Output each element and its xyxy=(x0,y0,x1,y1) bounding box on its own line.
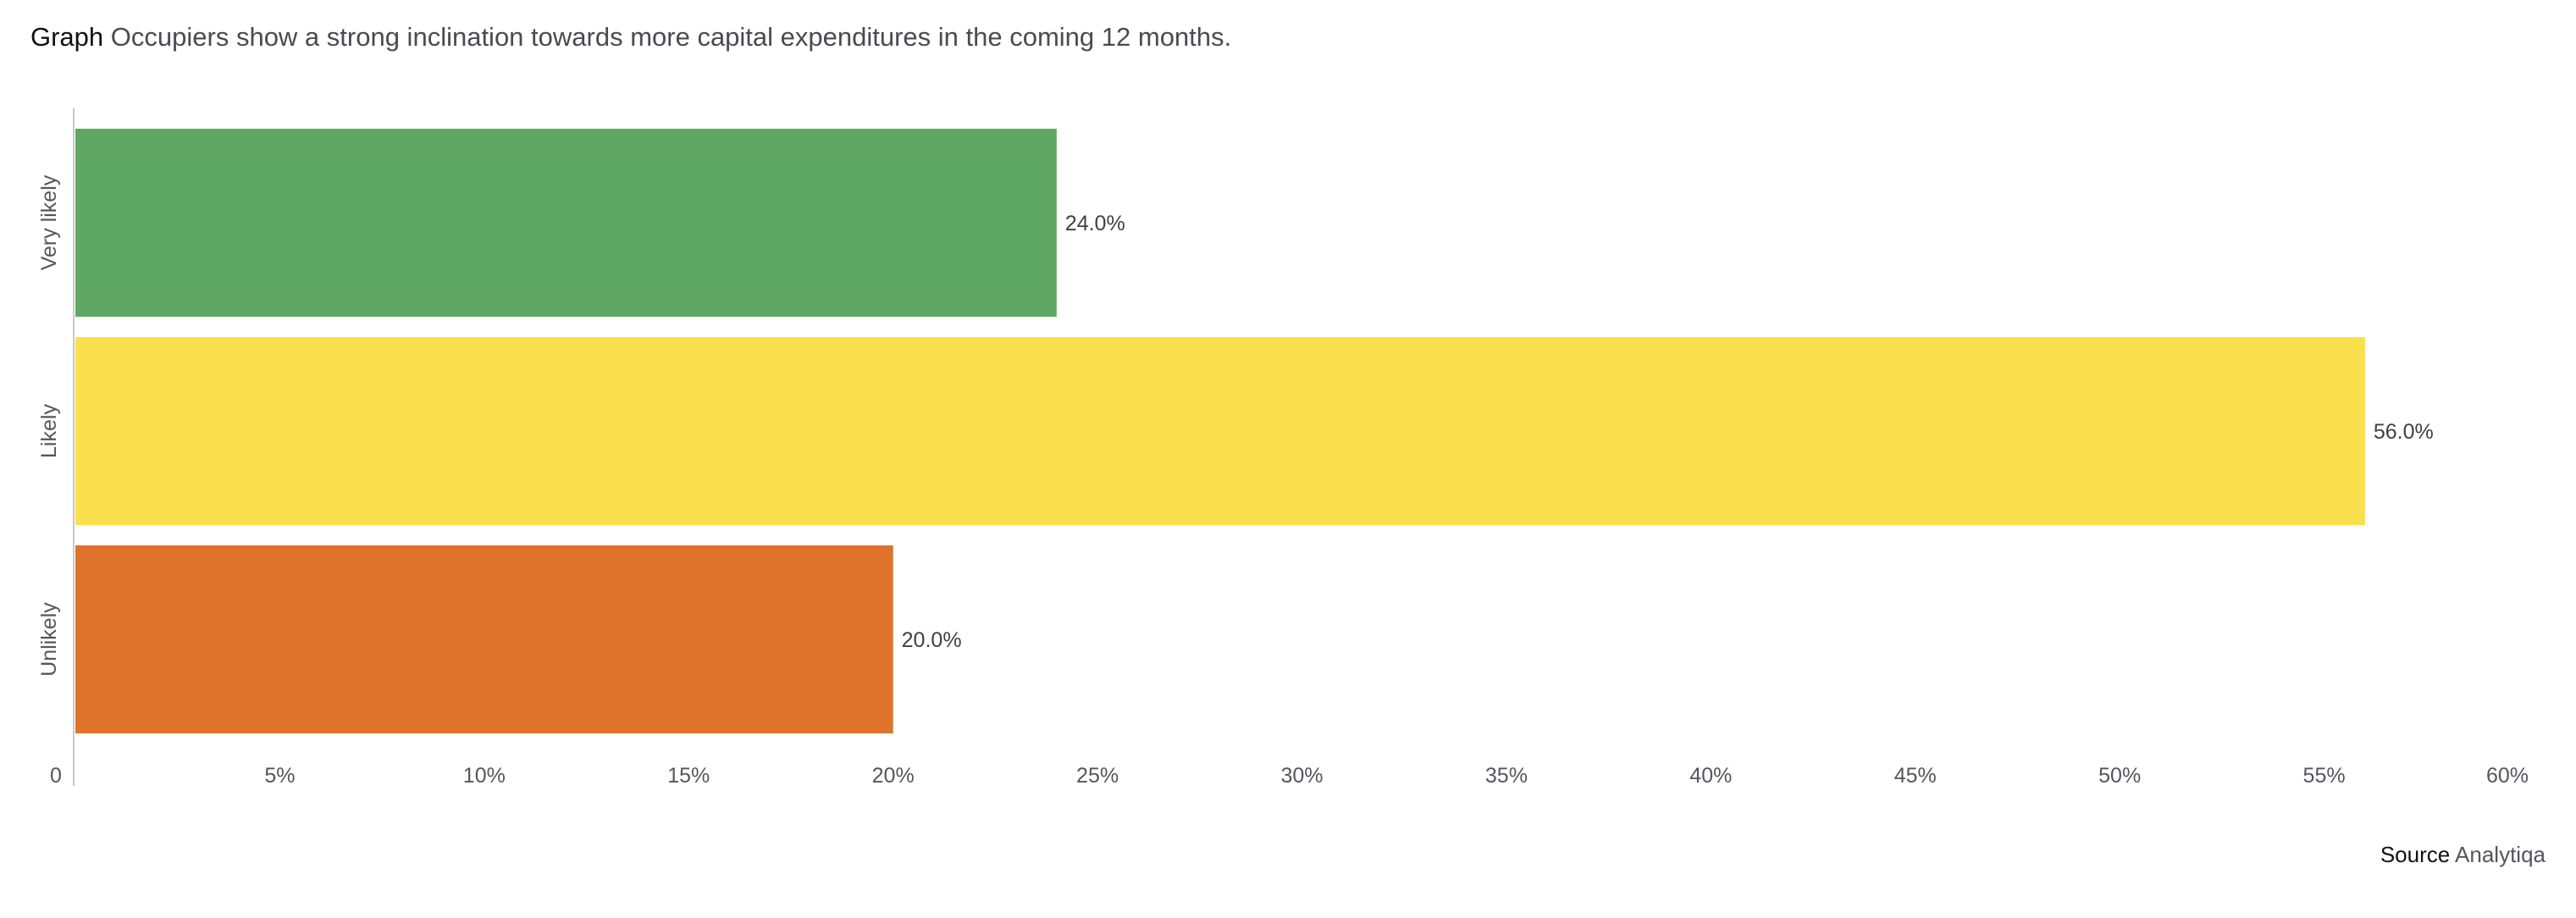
source-name: Analytiqa xyxy=(2455,842,2546,867)
category-label-unlikely: Unlikely xyxy=(37,602,61,677)
bar-unlikely xyxy=(75,545,893,733)
bar-very-likely xyxy=(75,129,1057,317)
category-labels-group: Very likely Likely Unlikely xyxy=(37,174,61,677)
value-labels-group: 24.0% 56.0% 20.0% xyxy=(902,212,2434,652)
bar-chart: 24.0% 56.0% 20.0% Very likely Likely Unlikel… xyxy=(37,108,2529,788)
x-tick-label: 45% xyxy=(1894,764,1937,788)
x-tick-label: 35% xyxy=(1485,764,1528,788)
x-tick-label: 15% xyxy=(667,764,710,788)
x-tick-label: 0 xyxy=(50,764,62,788)
chart-title: Graph Occupiers show a strong inclinatio… xyxy=(30,20,1231,54)
x-tick-label: 20% xyxy=(872,764,915,788)
title-text: Occupiers show a strong inclination towa… xyxy=(110,22,1232,52)
category-label-likely: Likely xyxy=(37,404,61,458)
source-prefix: Source xyxy=(2380,842,2451,867)
source-note: Source Analytiqa xyxy=(2380,840,2546,869)
x-tick-labels-group: 0 5% 10% 15% 20% 25% 30% 35% 40% 45% 50% 55% 60% xyxy=(50,764,2529,788)
category-label-very-likely: Very likely xyxy=(37,174,61,270)
x-tick-label: 40% xyxy=(1689,764,1732,788)
x-tick-label: 60% xyxy=(2486,764,2529,788)
bars-group xyxy=(75,129,2365,733)
x-tick-label: 55% xyxy=(2303,764,2346,788)
x-tick-label: 50% xyxy=(2098,764,2141,788)
title-prefix: Graph xyxy=(30,22,104,52)
value-label-likely: 56.0% xyxy=(2374,420,2434,444)
value-label-unlikely: 20.0% xyxy=(902,628,962,652)
x-tick-label: 5% xyxy=(264,764,295,788)
x-tick-label: 30% xyxy=(1280,764,1323,788)
value-label-very-likely: 24.0% xyxy=(1065,212,1125,235)
x-tick-label: 25% xyxy=(1076,764,1119,788)
bar-likely xyxy=(75,337,2365,525)
x-tick-label: 10% xyxy=(463,764,506,788)
